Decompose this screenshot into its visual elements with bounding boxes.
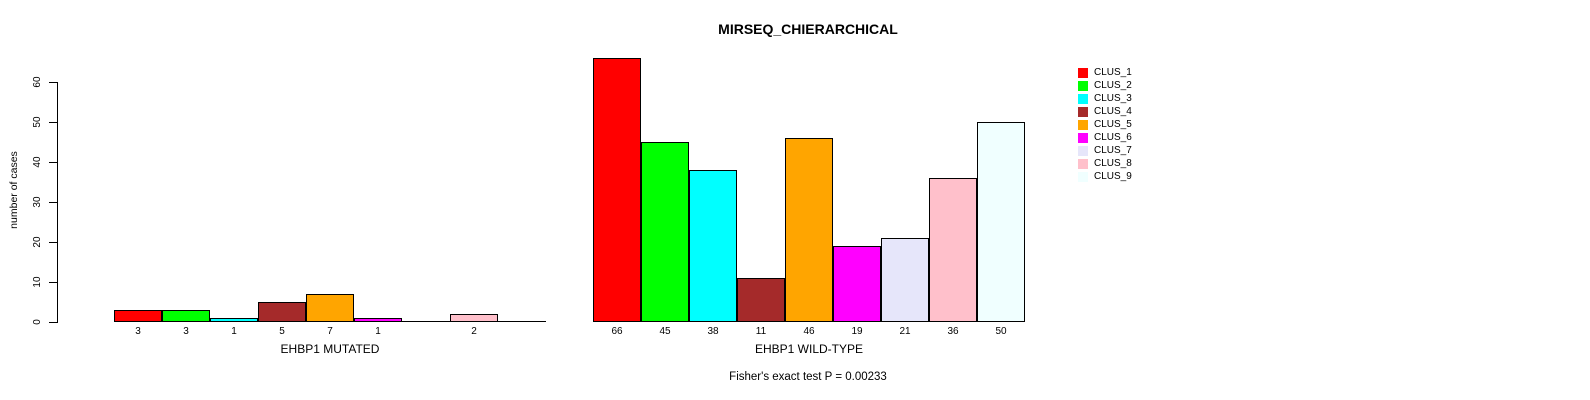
legend-item-clus_7: CLUS_7 bbox=[1078, 144, 1132, 157]
legend-item-clus_3: CLUS_3 bbox=[1078, 92, 1132, 105]
y-axis-line bbox=[57, 82, 58, 323]
bar-value-label: 2 bbox=[471, 326, 477, 337]
bar-value-label: 21 bbox=[899, 326, 911, 337]
legend-swatch bbox=[1078, 119, 1088, 130]
legend-label: CLUS_9 bbox=[1094, 171, 1132, 182]
bar-clus_7 bbox=[881, 238, 929, 322]
legend-swatch bbox=[1078, 67, 1088, 78]
bar-clus_2 bbox=[162, 310, 210, 322]
legend-label: CLUS_8 bbox=[1094, 158, 1132, 169]
y-axis-tick bbox=[49, 242, 57, 243]
bar-clus_8 bbox=[929, 178, 977, 322]
y-axis-tick bbox=[49, 282, 57, 283]
y-axis-tick-label: 40 bbox=[31, 156, 43, 168]
legend-swatch bbox=[1078, 145, 1088, 156]
legend-label: CLUS_6 bbox=[1094, 132, 1132, 143]
legend-item-clus_1: CLUS_1 bbox=[1078, 66, 1132, 79]
y-axis-tick-label: 20 bbox=[31, 236, 43, 248]
bar-value-label: 19 bbox=[851, 326, 863, 337]
y-axis-tick bbox=[49, 322, 57, 323]
bar-value-label: 50 bbox=[995, 326, 1007, 337]
legend-label: CLUS_7 bbox=[1094, 145, 1132, 156]
bar-value-label: 1 bbox=[231, 326, 237, 337]
fisher-test-annotation: Fisher's exact test P = 0.00233 bbox=[729, 371, 887, 383]
y-axis-tick bbox=[49, 122, 57, 123]
y-axis-tick-label: 50 bbox=[31, 116, 43, 128]
y-axis-tick-label: 30 bbox=[31, 196, 43, 208]
legend-swatch bbox=[1078, 132, 1088, 143]
bar-value-label: 36 bbox=[947, 326, 959, 337]
bar-value-label: 11 bbox=[755, 326, 767, 337]
legend-swatch bbox=[1078, 171, 1088, 182]
bar-value-label: 46 bbox=[803, 326, 815, 337]
bar-value-label: 38 bbox=[707, 326, 719, 337]
bar-value-label: 5 bbox=[279, 326, 285, 337]
bar-clus_1 bbox=[593, 58, 641, 322]
bar-clus_3 bbox=[210, 318, 258, 322]
bar-clus_7-zero bbox=[402, 321, 450, 322]
bar-clus_4 bbox=[737, 278, 785, 322]
legend-swatch bbox=[1078, 93, 1088, 104]
y-axis-tick-label: 0 bbox=[31, 319, 43, 325]
legend-swatch bbox=[1078, 106, 1088, 117]
bar-value-label: 45 bbox=[659, 326, 671, 337]
legend-swatch bbox=[1078, 80, 1088, 91]
bar-clus_2 bbox=[641, 142, 689, 322]
bar-value-label: 1 bbox=[375, 326, 381, 337]
y-axis-tick-label: 60 bbox=[31, 76, 43, 88]
y-axis-tick bbox=[49, 82, 57, 83]
bar-value-label: 3 bbox=[183, 326, 189, 337]
legend: CLUS_1 CLUS_2 CLUS_3 CLUS_4 CLUS_5 CLUS_6 CLUS… bbox=[1078, 66, 1132, 183]
legend-label: CLUS_5 bbox=[1094, 119, 1132, 130]
bar-clus_3 bbox=[689, 170, 737, 322]
bar-clus_5 bbox=[785, 138, 833, 322]
y-axis-tick bbox=[49, 162, 57, 163]
bar-clus_6 bbox=[833, 246, 881, 322]
bar-value-label: 7 bbox=[327, 326, 333, 337]
x-axis-title: EHBP1 WILD-TYPE bbox=[754, 342, 864, 356]
legend-item-clus_2: CLUS_2 bbox=[1078, 79, 1132, 92]
legend-item-clus_4: CLUS_4 bbox=[1078, 105, 1132, 118]
bar-clus_5 bbox=[306, 294, 354, 322]
bar-clus_9-zero bbox=[498, 321, 546, 322]
bar-clus_1 bbox=[114, 310, 162, 322]
legend-label: CLUS_3 bbox=[1094, 93, 1132, 104]
bar-clus_6 bbox=[354, 318, 402, 322]
legend-item-clus_5: CLUS_5 bbox=[1078, 118, 1132, 131]
chart-title: MIRSEQ_CHIERARCHICAL bbox=[718, 21, 898, 37]
y-axis-tick bbox=[49, 202, 57, 203]
y-axis-title: number of cases bbox=[8, 151, 20, 229]
bar-clus_4 bbox=[258, 302, 306, 322]
x-axis-title: EHBP1 MUTATED bbox=[280, 342, 380, 356]
y-axis-tick-label: 10 bbox=[31, 276, 43, 288]
legend-label: CLUS_1 bbox=[1094, 67, 1132, 78]
legend-item-clus_9: CLUS_9 bbox=[1078, 170, 1132, 183]
legend-item-clus_8: CLUS_8 bbox=[1078, 157, 1132, 170]
legend-label: CLUS_2 bbox=[1094, 80, 1132, 91]
bar-clus_9 bbox=[977, 122, 1025, 322]
legend-label: CLUS_4 bbox=[1094, 106, 1132, 117]
legend-swatch bbox=[1078, 158, 1088, 169]
bar-value-label: 66 bbox=[611, 326, 623, 337]
bar-value-label: 3 bbox=[135, 326, 141, 337]
bar-clus_8 bbox=[450, 314, 498, 322]
legend-item-clus_6: CLUS_6 bbox=[1078, 131, 1132, 144]
